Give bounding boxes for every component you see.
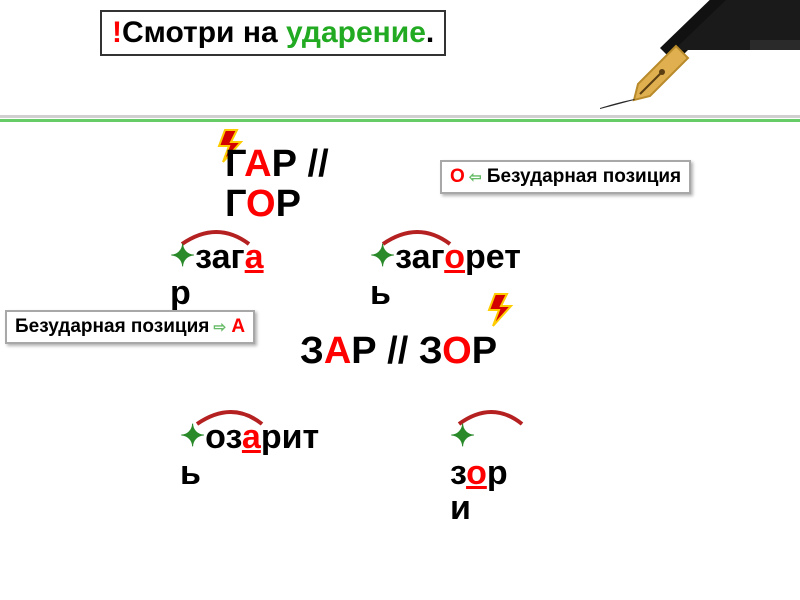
word-post2: ь: [180, 454, 201, 492]
arrow-right-icon: ⇨: [209, 319, 226, 336]
title-period: .: [426, 16, 434, 49]
star-icon: ✦: [450, 421, 475, 453]
pen-image: [600, 0, 800, 125]
note-right-text: Безударная позиция: [487, 166, 681, 187]
root2-o: О: [442, 330, 472, 372]
lightning-icon: [487, 292, 523, 333]
root1-slash: //: [297, 143, 329, 185]
root2-a: А: [324, 330, 351, 372]
note-left-a: А: [231, 316, 245, 337]
word-ozarit: ✦озарит ь: [180, 420, 340, 491]
root-gar-gor: ГАР // ГОР: [225, 145, 329, 225]
word-pre: оз: [205, 418, 242, 456]
word-pre: з: [450, 454, 466, 492]
root2-r2: Р: [472, 330, 497, 372]
word-post1: рит: [261, 418, 319, 456]
root1-r: Р: [272, 143, 297, 185]
root1-g2: Г: [225, 183, 246, 225]
root1-g: Г: [225, 143, 244, 185]
word-highlight: о: [466, 454, 487, 492]
title-smotri: Смотри: [122, 16, 235, 49]
note-right-o: О: [450, 166, 465, 187]
word-post2: и: [450, 489, 471, 527]
word-zagar: ✦зага р: [170, 240, 290, 311]
root2-slash: //: [377, 330, 419, 372]
root2-z2: З: [419, 330, 442, 372]
divider-line: [0, 115, 800, 123]
word-zori: ✦зори: [450, 420, 530, 527]
arrow-left-icon: ⇦: [465, 169, 482, 186]
star-icon: ✦: [170, 241, 195, 273]
root2-r: Р: [351, 330, 376, 372]
title-na: на: [243, 16, 286, 49]
title-bang: !: [112, 16, 122, 49]
word-highlight: о: [444, 238, 465, 276]
word-pre: заг: [395, 238, 444, 276]
title-udarenie: ударение: [286, 16, 426, 49]
word-post2: ь: [370, 274, 391, 312]
word-post1: рет: [465, 238, 521, 276]
root1-o: О: [246, 183, 276, 225]
note-left-text: Безударная позиция: [15, 316, 209, 337]
word-highlight: а: [245, 238, 264, 276]
title-box: !Смотри на ударение.: [100, 10, 446, 56]
root1-a: А: [244, 143, 271, 185]
star-icon: ✦: [180, 421, 205, 453]
note-unstressed-o: О ⇦ Безударная позиция: [440, 160, 691, 194]
word-pre: заг: [195, 238, 245, 276]
root2-z: З: [300, 330, 324, 372]
word-highlight: а: [242, 418, 261, 456]
word-post1: р: [487, 454, 508, 492]
note-unstressed-a: Безударная позиция ⇨ А: [5, 310, 255, 344]
root1-r2: Р: [276, 183, 301, 225]
star-icon: ✦: [370, 241, 395, 273]
word-post2: р: [170, 274, 191, 312]
title-gap: [235, 16, 243, 49]
root-zar-zor: ЗАР // ЗОР: [300, 330, 497, 373]
